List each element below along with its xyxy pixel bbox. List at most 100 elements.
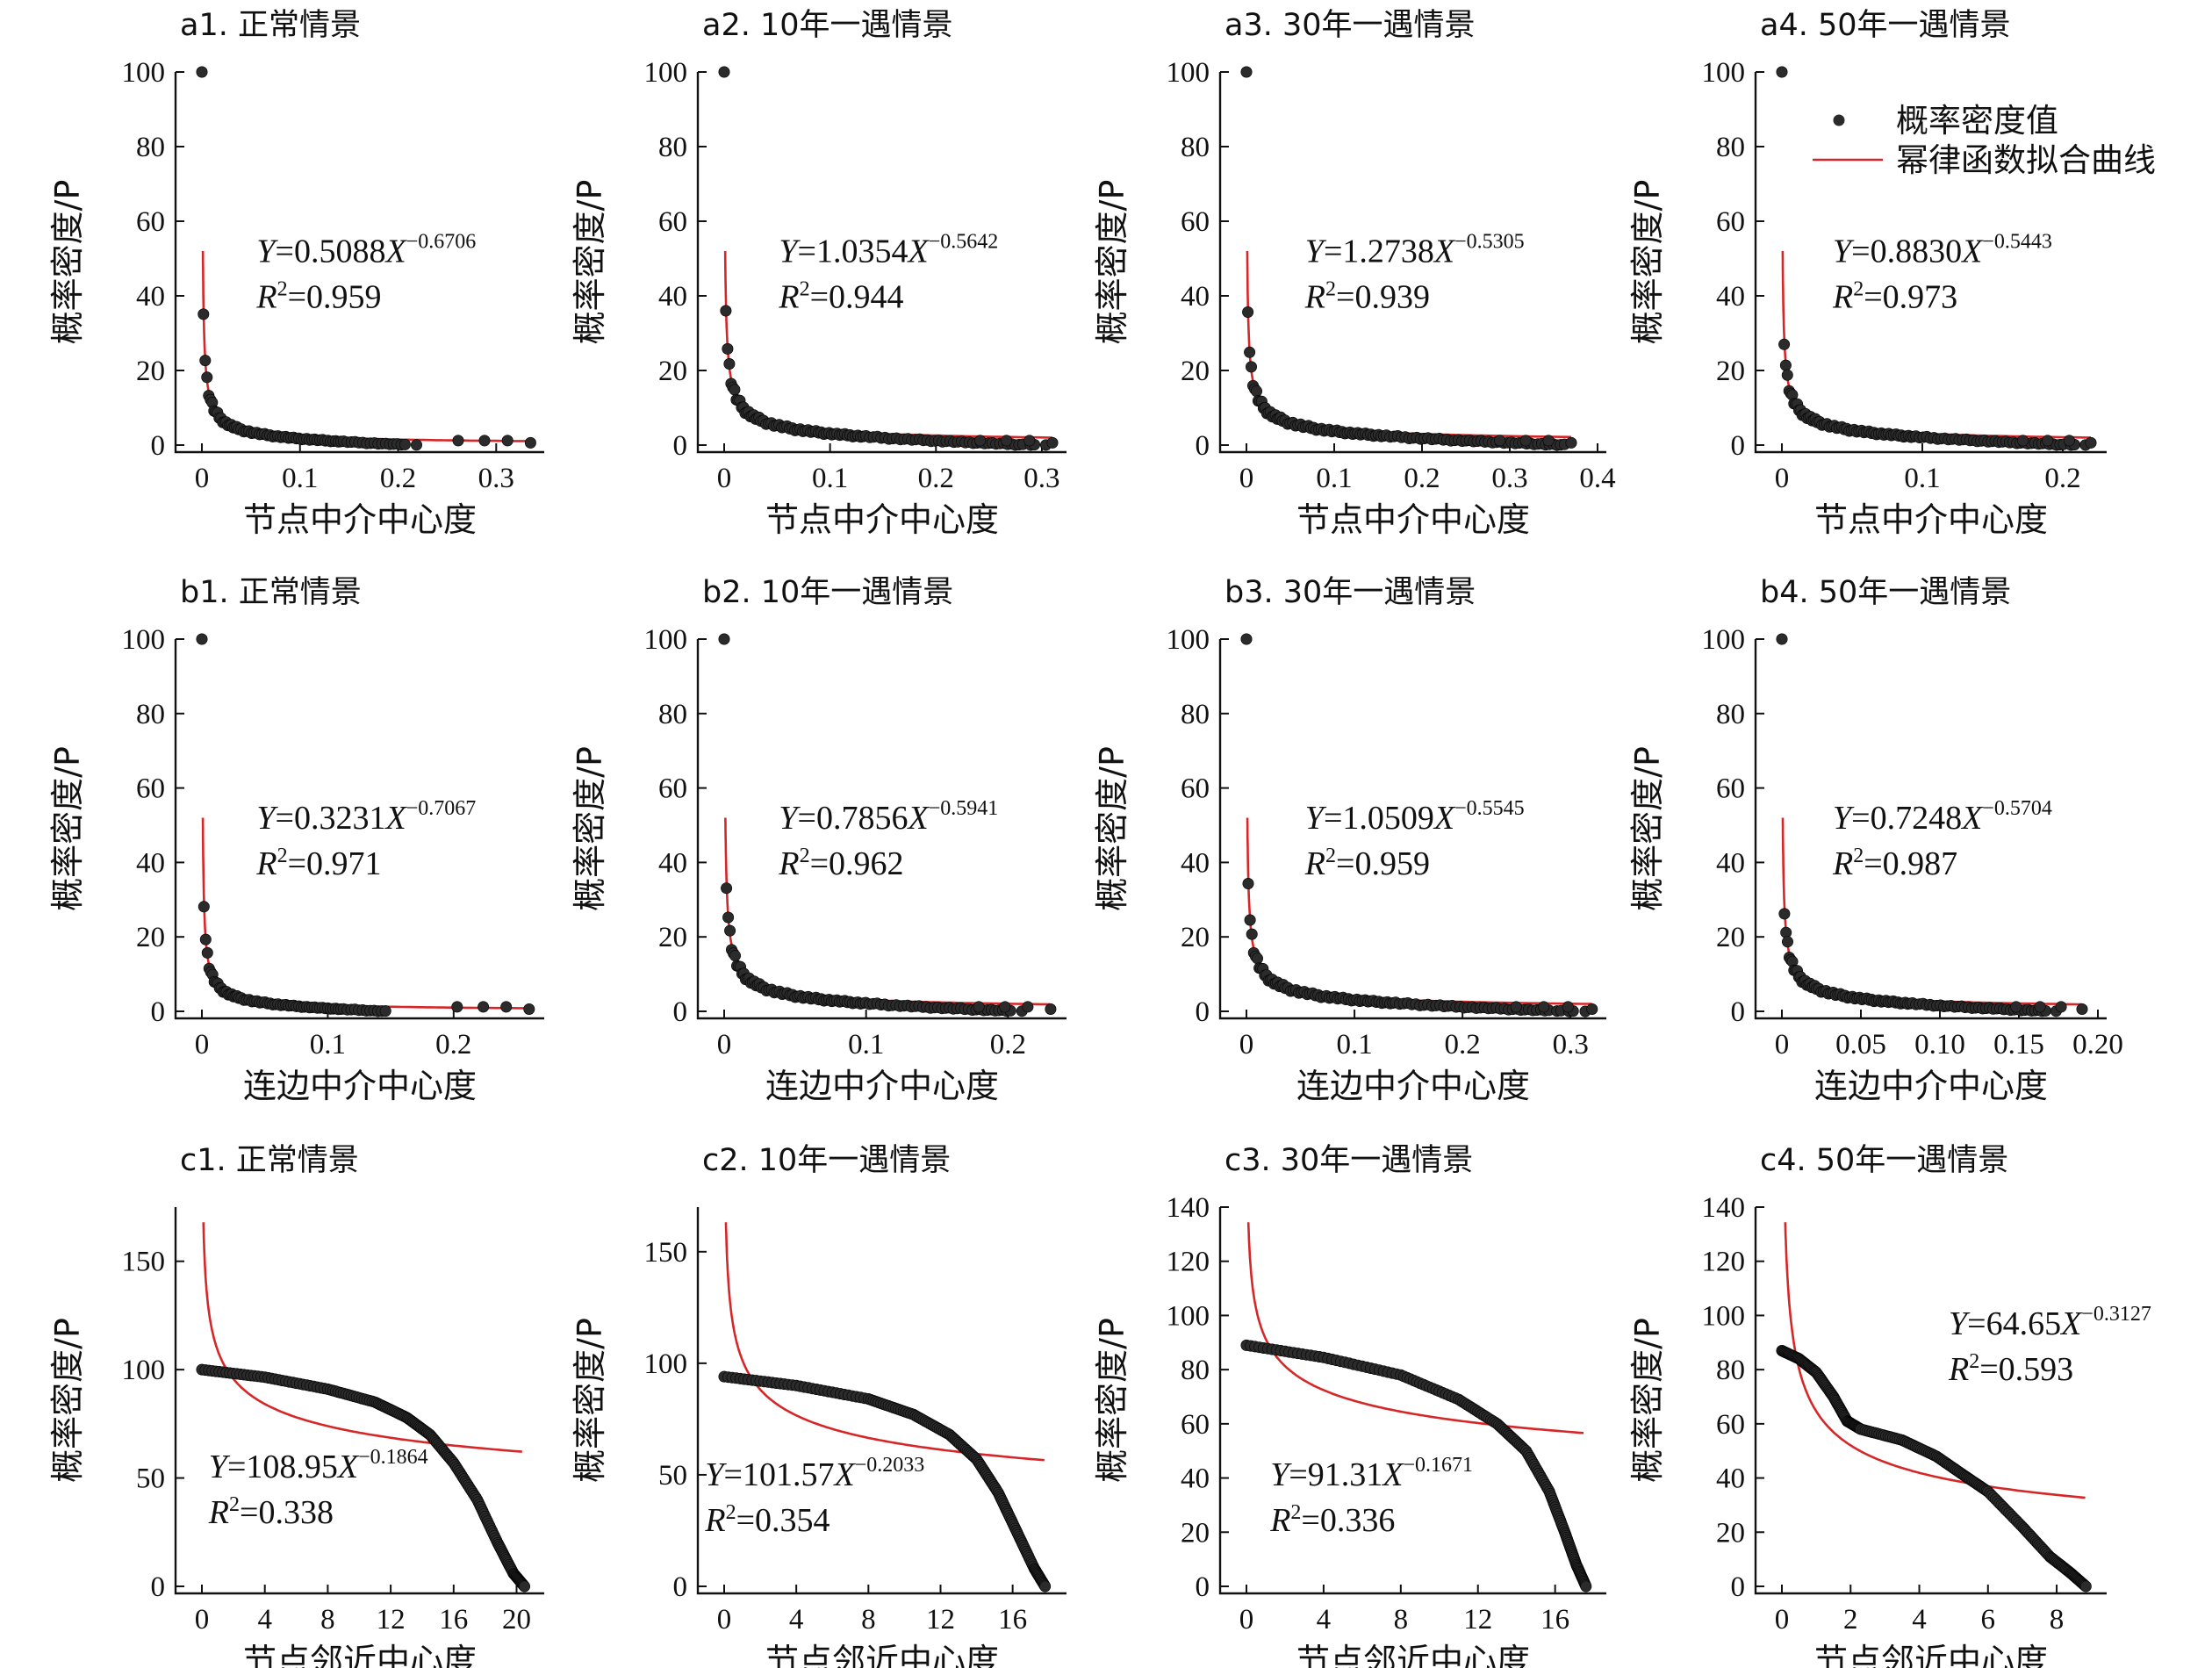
y-tick-label: 150 — [122, 1247, 166, 1278]
legend-point-marker — [1833, 114, 1845, 126]
y-tick-label: 60 — [658, 206, 687, 238]
eq-exp: −0.5642 — [929, 231, 999, 254]
y-tick-label: 20 — [658, 922, 687, 953]
x-tick-label: 4 — [789, 1604, 804, 1636]
r-squared: R2=0.973 — [1832, 278, 1957, 316]
data-point — [196, 66, 208, 78]
x-tick-label: 0.2 — [2044, 463, 2080, 494]
eq-coef: =0.8830 — [1851, 234, 1962, 270]
fit-equation: Y=1.0509X−0.5545 — [1305, 797, 1525, 837]
data-point — [718, 66, 730, 78]
data-point — [729, 384, 741, 396]
x-tick-label: 8 — [1394, 1604, 1409, 1636]
x-tick-label: 0 — [1239, 1029, 1254, 1060]
x-tick-label: 8 — [2050, 1604, 2065, 1636]
panel-title: b4. 50年一遇情景 — [1760, 575, 2011, 610]
y-axis-title: 概率密度/P — [571, 746, 609, 911]
eq-x: X — [1381, 1456, 1404, 1493]
x-tick-label: 0.10 — [1914, 1029, 1965, 1060]
x-tick-label: 4 — [1912, 1604, 1927, 1636]
eq-x: X — [906, 800, 930, 837]
data-point — [1538, 1001, 1550, 1013]
y-tick-label: 20 — [658, 356, 687, 387]
x-tick-label: 0.2 — [1404, 463, 1440, 494]
y-tick-label: 80 — [658, 132, 687, 163]
r-sup: 2 — [1853, 278, 1864, 301]
data-point — [1510, 1001, 1522, 1013]
eq-exp: −0.5941 — [929, 797, 999, 820]
data-point — [201, 371, 213, 384]
eq-x: X — [906, 234, 930, 270]
y-tick-label: 20 — [1181, 1517, 1210, 1549]
y-tick-label: 0 — [1196, 996, 1210, 1028]
data-point — [198, 308, 210, 320]
data-point — [1494, 435, 1506, 447]
data-point — [1022, 1001, 1034, 1013]
data-point — [724, 924, 736, 937]
x-axis-title: 连边中介中心度 — [1814, 1067, 2048, 1105]
x-tick-label: 0.20 — [2072, 1029, 2123, 1060]
x-tick-label: 0 — [717, 463, 732, 494]
eq-exp: −0.1671 — [1403, 1454, 1473, 1477]
r-label: R — [1304, 845, 1325, 882]
x-tick-label: 0 — [1775, 1604, 1790, 1636]
fit-equation: Y=0.7856X−0.5941 — [779, 797, 998, 837]
eq-coef: =1.0354 — [798, 234, 908, 270]
x-tick-label: 4 — [1317, 1604, 1332, 1636]
fit-equation: Y=64.65X−0.3127 — [1949, 1303, 2151, 1342]
eq-x: X — [1433, 234, 1456, 270]
y-tick-label: 100 — [644, 624, 688, 656]
data-point — [399, 438, 411, 450]
panel-a2: 0 20 40 60 80 100 0 0.1 0.2 0.3 a2. 10年一遇情景节点中介中心度… — [571, 8, 1066, 539]
y-axis-title: 概率密度/P — [48, 180, 87, 345]
fit-equation: Y=0.8830X−0.5443 — [1833, 231, 2052, 270]
eq-exp: −0.7067 — [406, 797, 477, 820]
data-points — [718, 66, 1059, 451]
y-tick-label: 60 — [1181, 773, 1210, 805]
y-tick-label: 20 — [1181, 356, 1210, 387]
y-axis-title: 概率密度/P — [571, 180, 609, 345]
data-point — [1781, 369, 1793, 381]
r-value: =0.962 — [810, 845, 904, 882]
y-tick-label: 0 — [673, 1571, 688, 1603]
x-tick-label: 0.4 — [1579, 463, 1615, 494]
eq-y: Y — [1833, 234, 1855, 270]
data-points — [1240, 1339, 1592, 1593]
y-tick-label: 100 — [1167, 624, 1210, 656]
eq-x: X — [1960, 234, 1984, 270]
data-point — [1779, 359, 1792, 371]
eq-y: Y — [256, 800, 278, 837]
panel-title: b1. 正常情景 — [180, 575, 362, 610]
fit-curve — [202, 1222, 522, 1453]
x-tick-label: 0 — [195, 1604, 210, 1636]
eq-y: Y — [209, 1449, 231, 1485]
data-point — [1246, 928, 1258, 940]
x-tick-label: 0.2 — [990, 1029, 1026, 1060]
legend-points-label: 概率密度值 — [1896, 102, 2058, 140]
r-label: R — [255, 279, 276, 316]
y-tick-label: 80 — [136, 699, 165, 730]
eq-y: Y — [256, 234, 278, 270]
data-point — [2042, 435, 2054, 447]
data-point — [1776, 633, 1788, 645]
y-tick-label: 60 — [658, 773, 687, 805]
r-squared: R2=0.962 — [778, 845, 903, 882]
r-sup: 2 — [277, 278, 288, 301]
r-value: =0.336 — [1301, 1502, 1395, 1539]
eq-y: Y — [1270, 1456, 1292, 1493]
y-tick-label: 0 — [151, 430, 166, 462]
r-label: R — [1832, 845, 1853, 882]
fit-equation: Y=0.7248X−0.5704 — [1833, 797, 2052, 837]
r-label: R — [1269, 1502, 1290, 1539]
panel-title: a2. 10年一遇情景 — [702, 8, 953, 43]
x-axis-title: 节点邻近中心度 — [1814, 1642, 2048, 1668]
y-tick-label: 0 — [1731, 996, 1746, 1028]
x-tick-label: 0.3 — [1553, 1029, 1589, 1060]
y-tick-label: 100 — [122, 57, 166, 89]
y-tick-label: 50 — [658, 1460, 687, 1492]
